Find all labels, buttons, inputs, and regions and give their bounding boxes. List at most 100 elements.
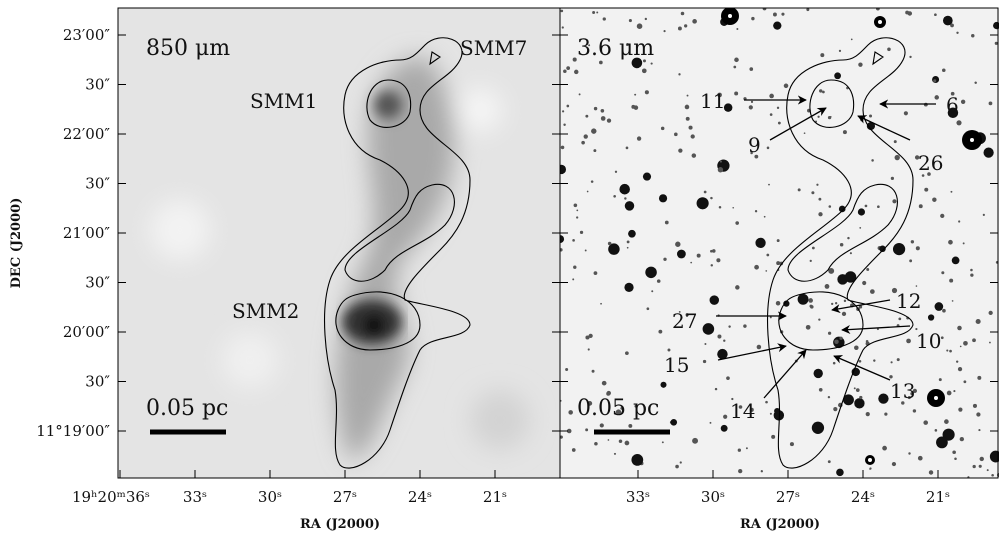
star [766, 146, 770, 150]
star [905, 10, 910, 15]
star [873, 359, 876, 362]
star [613, 194, 616, 198]
star [858, 359, 862, 363]
star [822, 90, 825, 94]
star [906, 338, 911, 344]
star [827, 331, 832, 335]
star [824, 284, 830, 289]
star [850, 38, 853, 41]
star [827, 460, 831, 464]
star [871, 159, 874, 162]
star [736, 28, 739, 31]
star [593, 106, 598, 111]
star [574, 69, 579, 75]
star [921, 174, 925, 177]
star [958, 220, 961, 223]
star [839, 242, 844, 247]
star [566, 428, 572, 434]
bright-star-core [878, 20, 882, 24]
star [560, 9, 564, 13]
star [783, 300, 790, 307]
star [946, 390, 952, 396]
star [941, 271, 945, 275]
star [650, 62, 653, 65]
star [717, 167, 724, 173]
star [572, 239, 575, 242]
star [751, 16, 755, 21]
star [583, 134, 588, 139]
star [915, 285, 918, 287]
star [890, 361, 893, 364]
star [594, 441, 598, 446]
ir-image [560, 8, 999, 478]
star [606, 391, 611, 396]
star [851, 367, 860, 377]
star [667, 348, 671, 352]
star [651, 290, 654, 293]
star [769, 93, 774, 99]
star [844, 271, 857, 283]
star [660, 381, 667, 388]
source-label: 26 [918, 151, 943, 175]
x-tick-label: 33ˢ [183, 488, 207, 506]
star [854, 398, 865, 409]
star [936, 436, 948, 449]
star [738, 468, 743, 474]
star [560, 235, 565, 244]
star [631, 57, 643, 69]
star [982, 213, 985, 216]
x-tick-label: 24ˢ [408, 488, 432, 506]
star [692, 19, 697, 24]
star [958, 407, 963, 412]
star [962, 242, 965, 245]
star [563, 123, 566, 126]
bright-star-core [728, 14, 732, 18]
star [988, 101, 993, 106]
star [956, 360, 959, 363]
star [763, 215, 766, 218]
star [756, 344, 762, 350]
star [678, 310, 681, 313]
star [854, 345, 859, 351]
star [949, 278, 954, 283]
star [957, 367, 963, 372]
star [828, 268, 835, 274]
star [593, 271, 598, 276]
star [572, 57, 577, 62]
star [834, 339, 839, 344]
source-label: 14 [730, 399, 755, 423]
star [585, 335, 590, 340]
star [565, 367, 569, 371]
star [898, 317, 902, 321]
scale-label: 0.05 pc [577, 396, 659, 421]
star [797, 188, 801, 192]
star [600, 108, 605, 113]
star [636, 136, 642, 141]
star [716, 258, 721, 263]
star [951, 256, 960, 265]
star [889, 375, 893, 379]
star [954, 457, 957, 460]
star [970, 273, 974, 277]
source-label: SMM1 [250, 89, 317, 113]
star [959, 345, 962, 348]
star [587, 348, 590, 351]
star [865, 412, 870, 417]
star [696, 253, 701, 258]
star [831, 302, 834, 306]
x-tick-label: 24ˢ [851, 488, 875, 506]
star [731, 397, 734, 401]
star [917, 455, 923, 461]
star [658, 329, 663, 334]
source-label: SMM2 [232, 299, 299, 323]
star [572, 278, 575, 281]
star [664, 220, 669, 225]
star [865, 340, 869, 343]
star [586, 190, 589, 193]
star [783, 83, 789, 89]
star [809, 259, 812, 263]
star [864, 204, 868, 208]
star [710, 264, 713, 267]
star [734, 57, 739, 63]
star [942, 428, 955, 441]
